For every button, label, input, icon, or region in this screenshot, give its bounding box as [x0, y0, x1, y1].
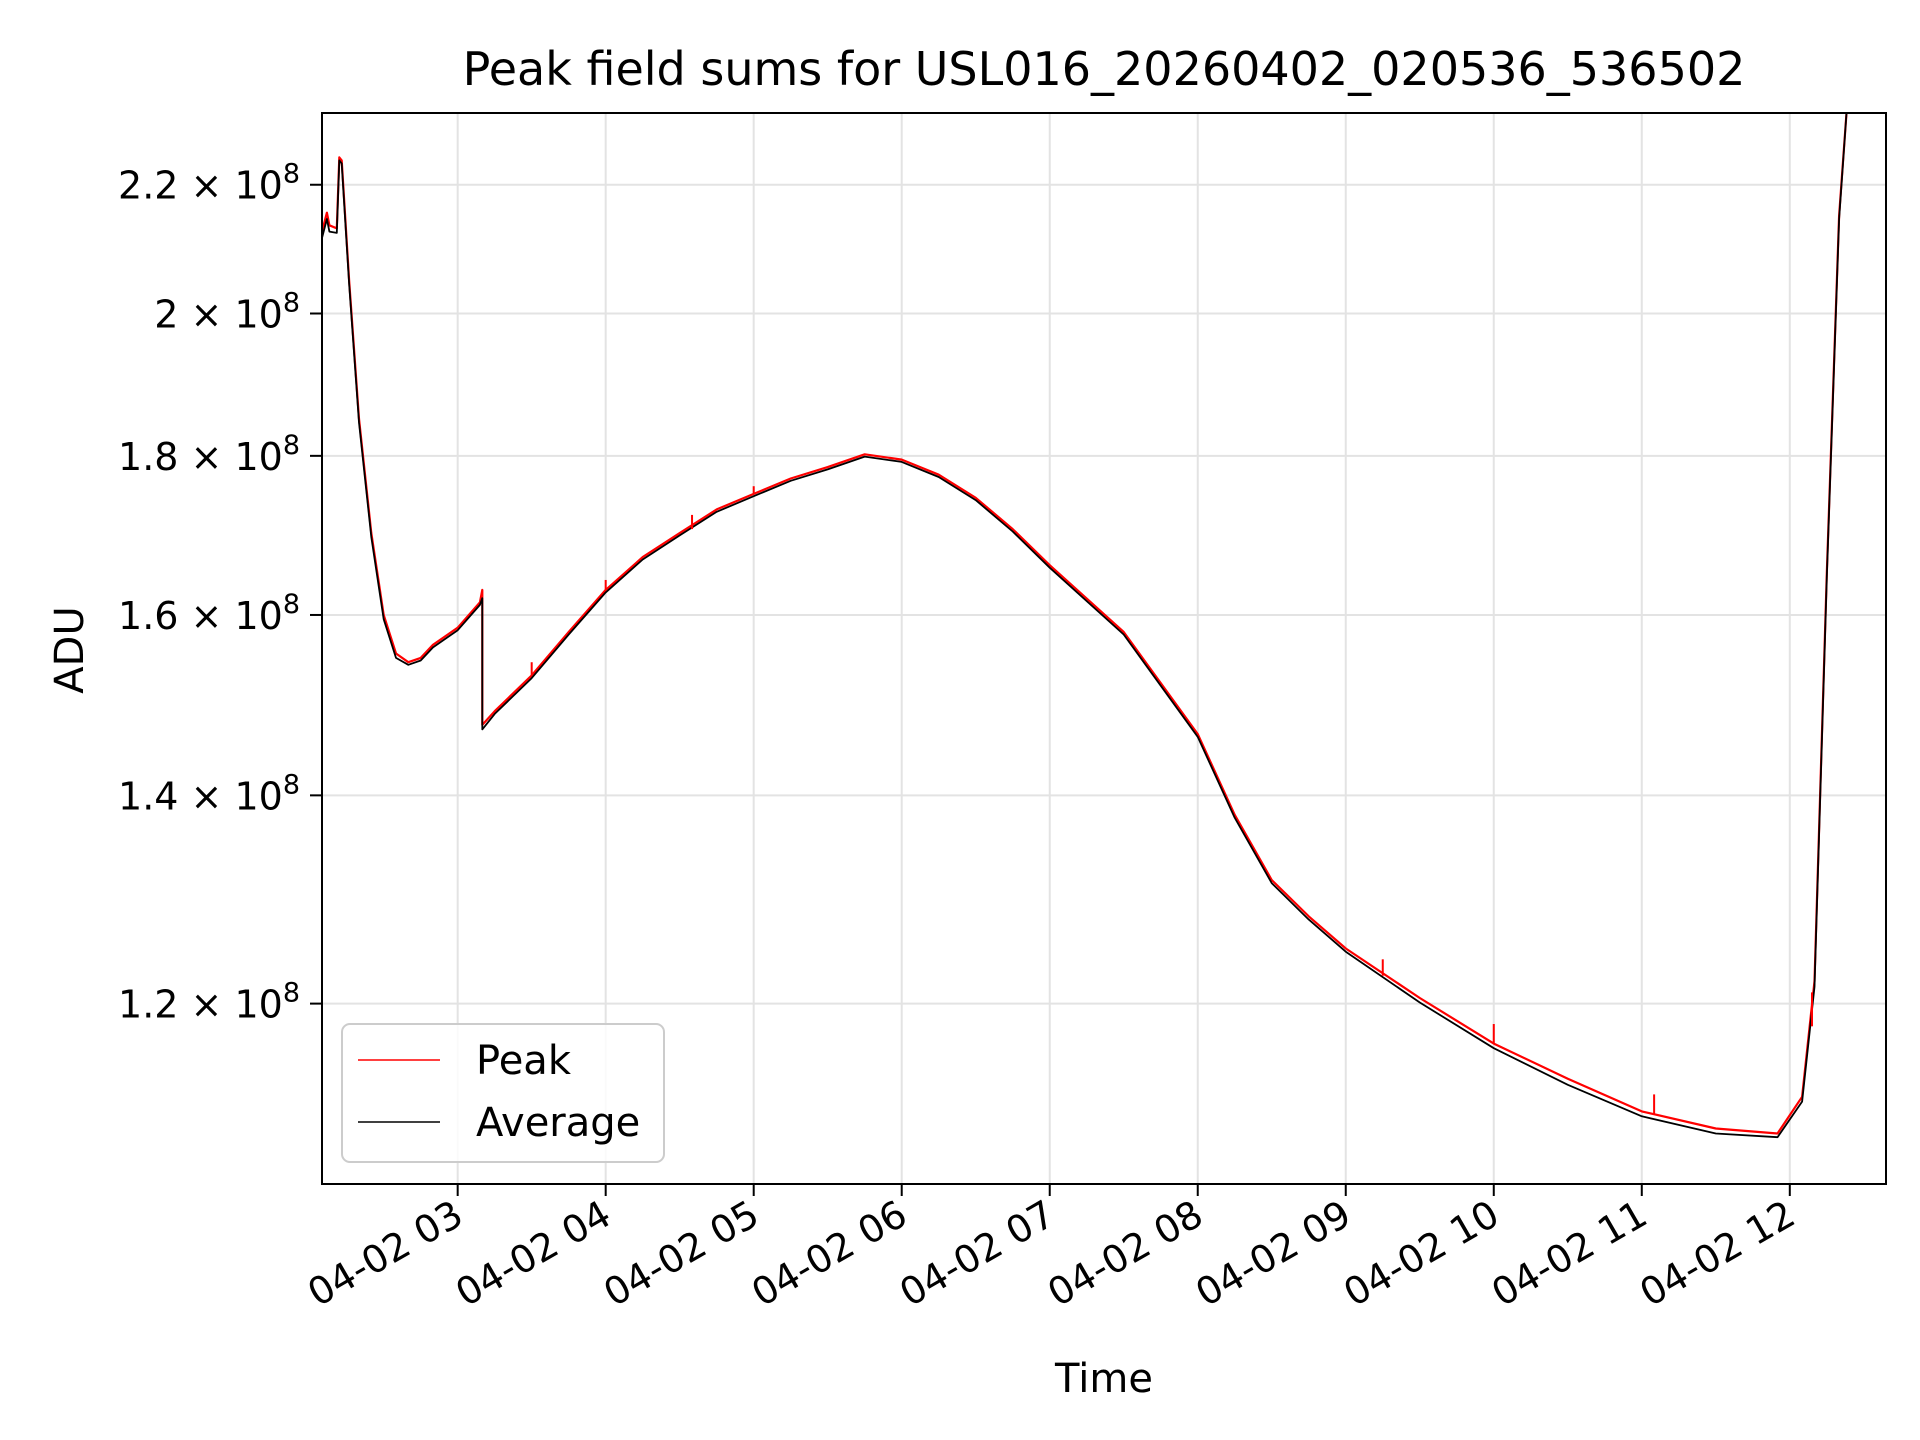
- y-tick-label: 1.2 × 108: [118, 978, 300, 1027]
- legend: Peak Average: [341, 1023, 665, 1163]
- x-axis-label: Time: [1054, 1356, 1153, 1402]
- y-tick-label: 2.2 × 108: [118, 159, 300, 208]
- x-tick-label: 04-02 03: [300, 1192, 470, 1316]
- x-tick-label: 04-02 04: [448, 1192, 618, 1316]
- x-tick-label: 04-02 10: [1336, 1192, 1506, 1316]
- x-tick-label: 04-02 06: [744, 1192, 914, 1316]
- plot-frame: [321, 112, 1887, 1185]
- x-tick-label: 04-02 05: [596, 1192, 766, 1316]
- x-tick-label: 04-02 12: [1632, 1192, 1802, 1316]
- y-tick-label: 1.6 × 108: [118, 589, 300, 638]
- x-tick-label: 04-02 11: [1484, 1192, 1654, 1316]
- series-line-average: [322, 113, 1848, 1139]
- y-tick-label: 2 × 108: [154, 288, 300, 337]
- legend-label-peak: Peak: [476, 1038, 572, 1084]
- y-axis-label: ADU: [47, 606, 93, 693]
- plot-area: [322, 113, 1848, 1139]
- x-tick-label: 04-02 08: [1040, 1192, 1210, 1316]
- legend-box: [341, 1023, 665, 1163]
- y-tick-label: 1.4 × 108: [118, 769, 300, 818]
- y-tick-label: 1.8 × 108: [118, 430, 300, 479]
- legend-label-average: Average: [476, 1100, 640, 1146]
- x-tick-label: 04-02 09: [1188, 1192, 1358, 1316]
- x-tick-label: 04-02 07: [892, 1192, 1062, 1316]
- series-line-peak: [322, 113, 1848, 1135]
- chart-title: Peak field sums for USL016_20260402_0205…: [463, 42, 1746, 96]
